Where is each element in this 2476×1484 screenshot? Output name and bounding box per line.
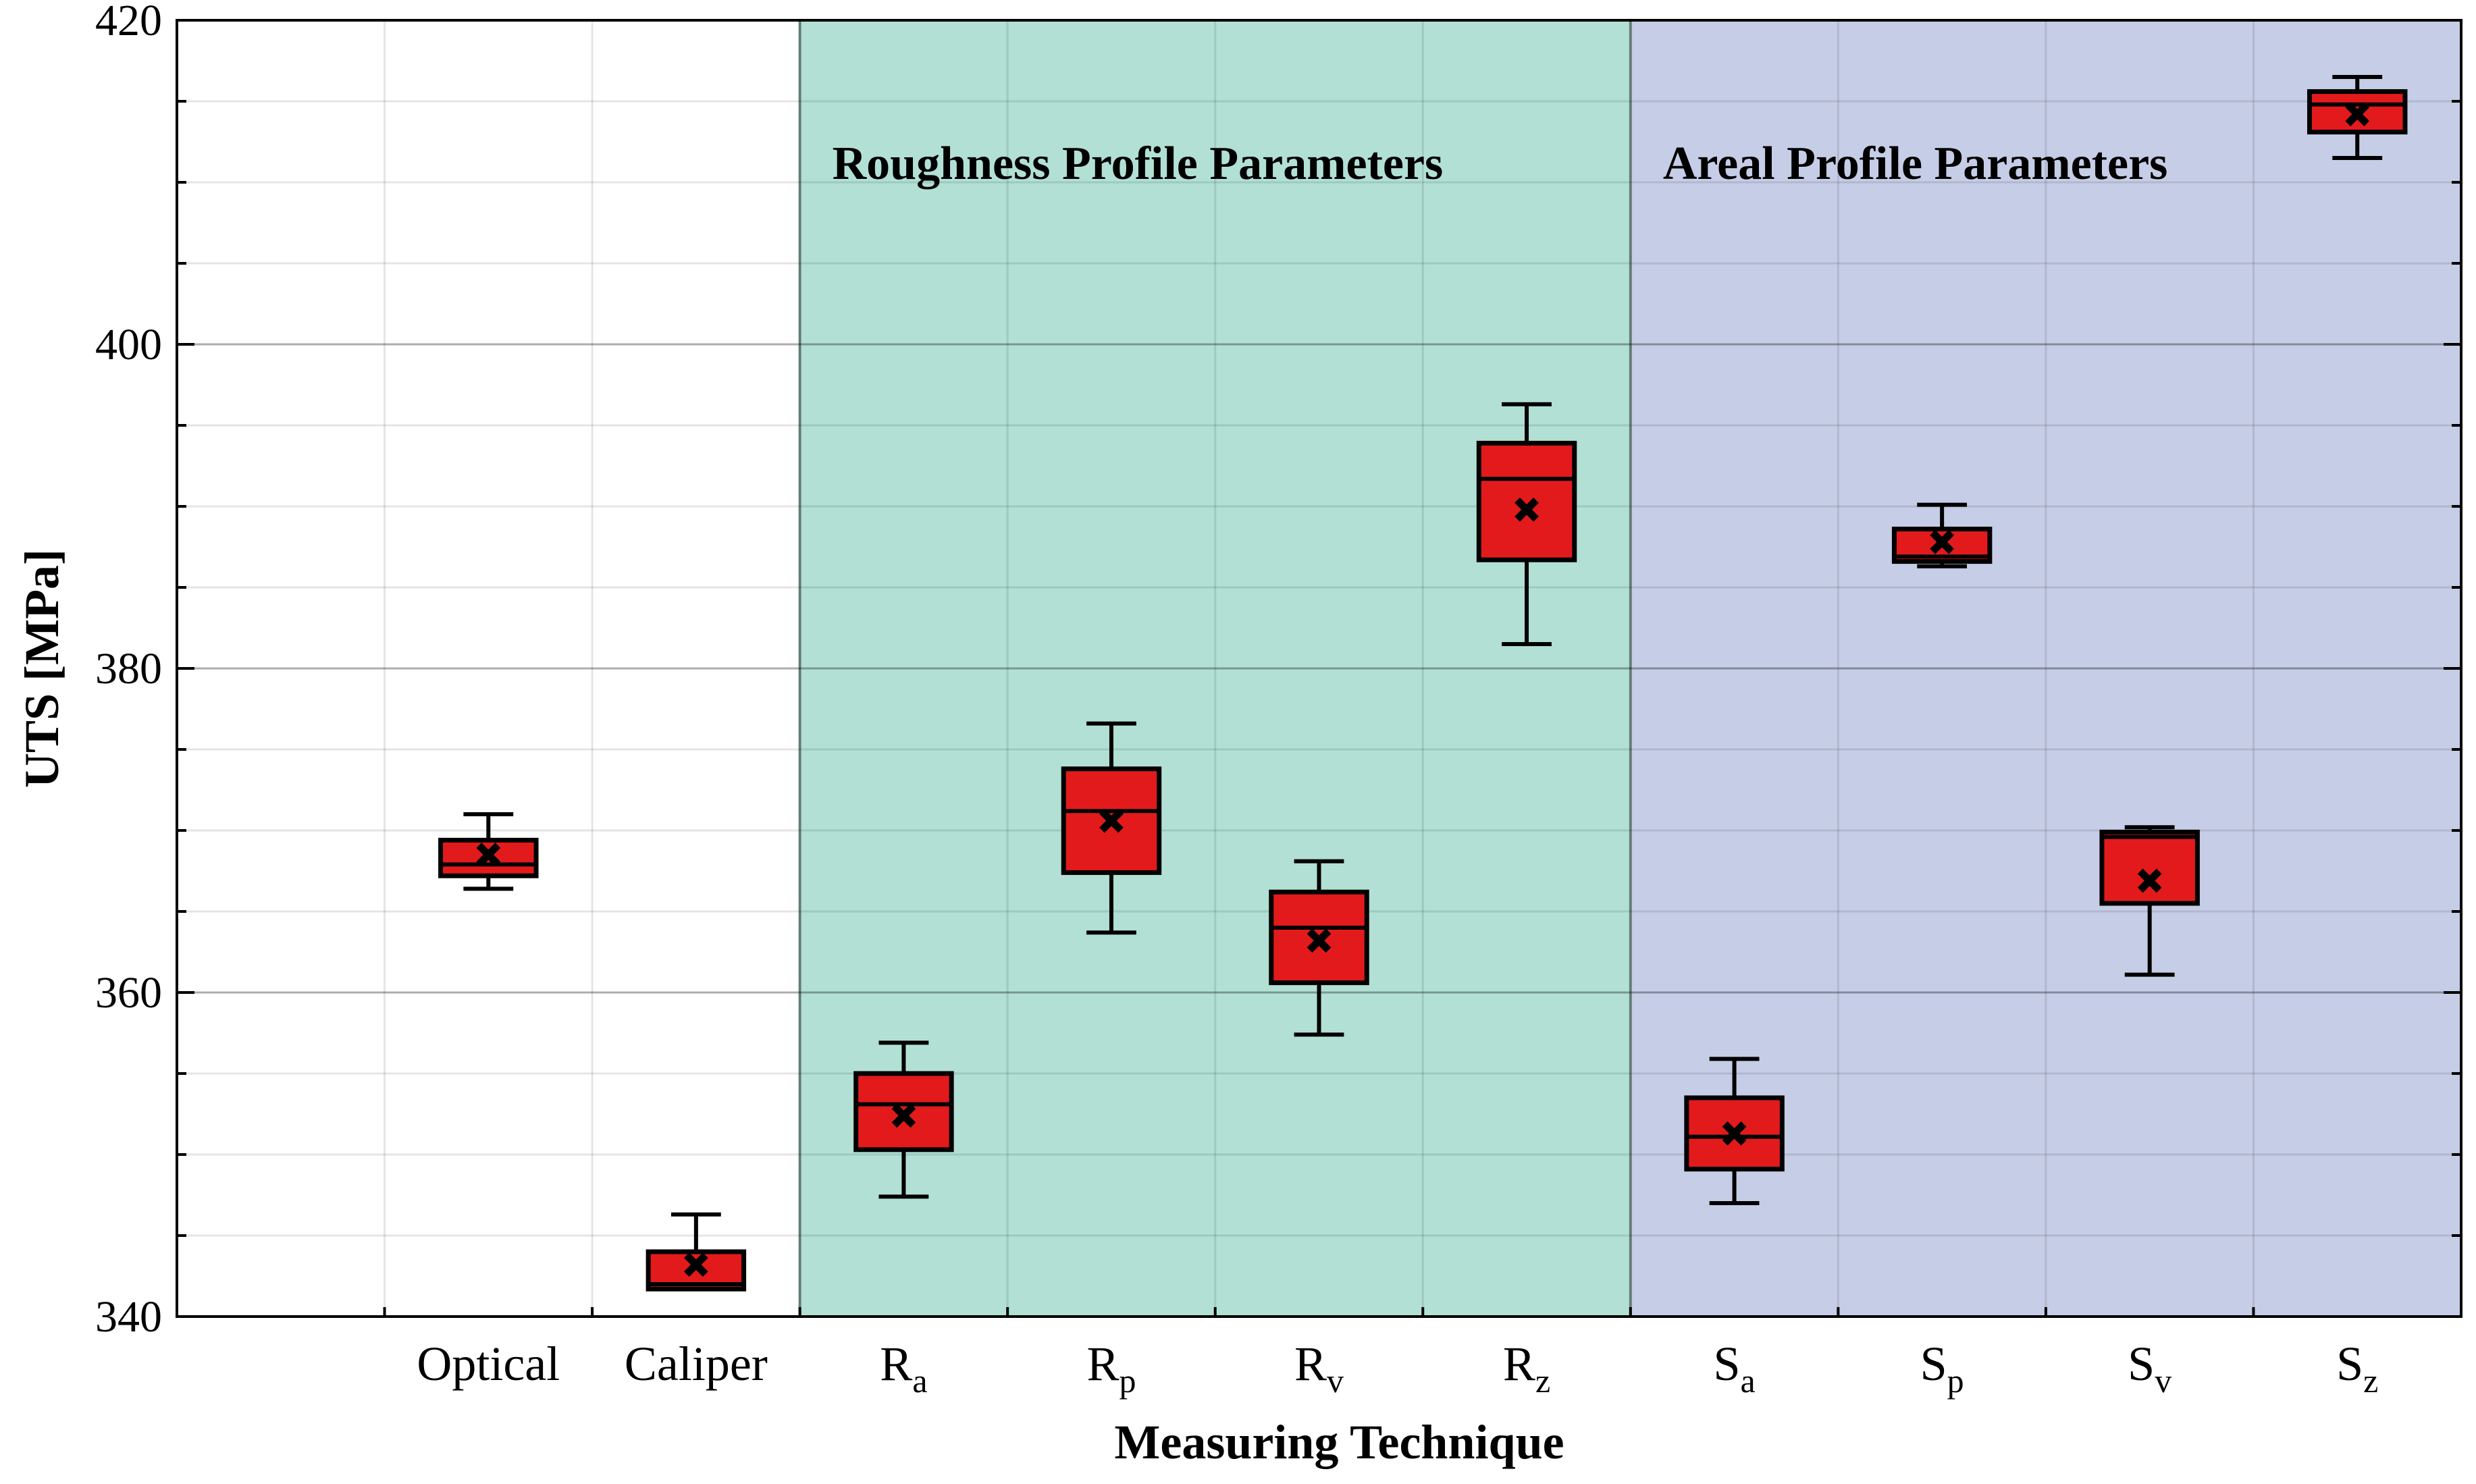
box-plot [2099,825,2200,977]
x-axis-title: Measuring Technique [1114,1415,1564,1469]
x-tick-label: Rv [1294,1337,1344,1400]
x-tick-label: Sa [1713,1337,1755,1400]
box-iqr [1684,1095,1785,1172]
box-plot [1684,1057,1785,1205]
box-plot [438,812,539,891]
box-iqr [1476,440,1577,562]
x-tick-label: Rz [1503,1337,1550,1400]
box-iqr [2099,829,2200,906]
x-tick-label: Ra [880,1337,927,1400]
box-plot [1891,502,1993,568]
grid-lines [177,20,2461,1317]
x-tick-label: Caliper [625,1337,768,1391]
mean-marker [1930,529,1955,554]
y-tick-label: 340 [95,1292,162,1342]
mean-marker [1514,497,1539,522]
y-tick-label: 380 [95,644,162,693]
region-backgrounds [798,20,2461,1317]
x-tick-label: Sz [2336,1337,2378,1400]
mean-marker [2345,102,2370,127]
y-tick-label: 360 [95,968,162,1017]
region-label: Areal Profile Parameters [1663,138,2168,190]
labels: Roughness Profile Parameters Areal Profil… [15,0,2378,1469]
region-label: Roughness Profile Parameters [833,138,1444,190]
x-tick-label: Sp [1920,1337,1964,1400]
box-plot [1269,859,1369,1037]
box-iqr [438,837,539,878]
box-plot [853,1040,954,1199]
mean-marker [1722,1121,1747,1146]
axes [176,19,2462,1318]
x-tick-label: Rp [1086,1337,1136,1400]
mean-marker [476,843,501,867]
x-tick-label: Sv [2128,1337,2171,1400]
box-plot [1061,721,1162,935]
mean-marker [891,1103,916,1128]
x-tick-label: Optical [417,1337,560,1391]
mean-marker [2137,868,2162,893]
mean-marker [1307,928,1332,953]
y-tick-label: 400 [95,320,162,369]
y-axis-title: UTS [MPa] [15,549,69,788]
y-tick-label: 420 [95,0,162,45]
mean-marker [1099,808,1124,833]
box-series [438,75,2408,1292]
box-plot [1476,402,1577,646]
mean-marker [683,1252,708,1277]
box-plot [646,1212,747,1292]
box-plot [2307,75,2408,160]
